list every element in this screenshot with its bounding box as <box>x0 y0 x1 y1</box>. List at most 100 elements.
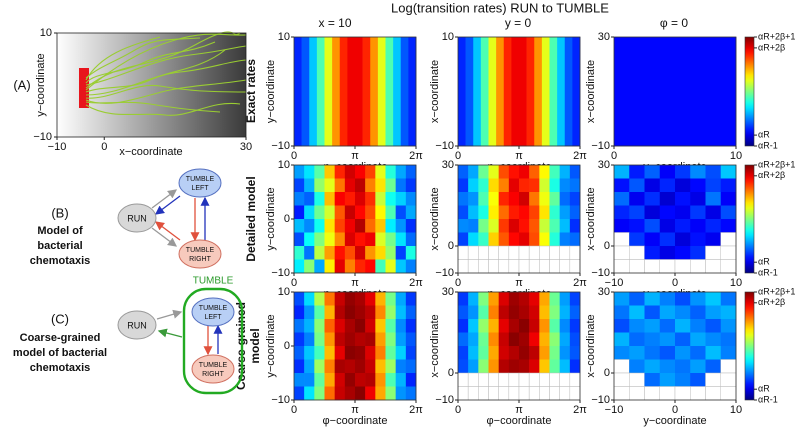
heat-cell <box>529 346 540 360</box>
caption: chemotaxis <box>30 362 91 374</box>
x-tick-label: 10 <box>730 277 742 289</box>
heat-cell <box>365 386 376 401</box>
heat-cell <box>334 178 346 193</box>
heat-cell <box>569 232 581 247</box>
y-tick-label: −10 <box>591 394 610 406</box>
heat-cell <box>395 373 407 387</box>
empty-cell <box>478 259 489 274</box>
heat-cell <box>334 232 346 247</box>
empty-cell <box>644 386 660 401</box>
heat-cell <box>294 292 305 306</box>
heat-cell <box>720 346 737 360</box>
heat-cell <box>395 192 407 206</box>
empty-cell <box>720 386 737 401</box>
heat-cell <box>557 37 566 147</box>
heat-cell <box>549 232 560 247</box>
heat-cell <box>720 292 737 306</box>
heat-cell <box>334 305 346 320</box>
heat-cell <box>720 192 737 206</box>
heat-cell <box>304 332 315 347</box>
heat-cell <box>720 178 737 193</box>
heat-cell <box>496 37 505 147</box>
heat-cell <box>498 178 510 193</box>
heat-cell <box>385 292 396 306</box>
heat-cell <box>314 292 325 306</box>
heat-cell <box>355 192 366 206</box>
node-run <box>117 203 157 233</box>
y-axis-label: x−coordinate <box>429 60 441 123</box>
heat-cell <box>355 259 366 274</box>
heat-cell <box>385 205 396 220</box>
heat-cell <box>355 165 366 179</box>
heat-cell <box>314 205 325 220</box>
heat-cell <box>385 332 396 347</box>
heat-cell <box>355 219 366 233</box>
heat-cell <box>344 192 356 206</box>
arrow <box>154 221 181 241</box>
heat-cell <box>304 292 315 306</box>
heat-cell <box>324 319 335 333</box>
empty-cell <box>478 386 489 401</box>
empty-cell <box>613 372 630 387</box>
heat-cell <box>539 205 550 220</box>
heat-cell <box>675 346 691 360</box>
heat-cell <box>458 37 466 147</box>
heat-cell <box>659 165 676 179</box>
empty-cell <box>613 386 630 401</box>
heat-cell <box>314 232 325 247</box>
heat-cell <box>498 359 510 374</box>
panel-b: (B) Model of bacterial chemotaxis RUN TU… <box>30 168 222 269</box>
heat-cell <box>294 165 305 179</box>
empty-cell <box>518 259 530 274</box>
heat-cell <box>659 178 676 193</box>
node-tumble-right <box>191 354 235 384</box>
heat-cell <box>294 178 305 193</box>
heat-cell <box>675 219 691 233</box>
heat-cell <box>539 192 550 206</box>
heat-cell <box>690 305 706 320</box>
heat-cell <box>569 192 581 206</box>
heat-cell <box>529 192 540 206</box>
heat-cell <box>690 205 706 220</box>
heat-cell <box>629 178 645 193</box>
heat-cell <box>468 192 479 206</box>
x-tick-label: 0 <box>672 404 678 416</box>
heat-cell <box>405 373 417 387</box>
heat-cell <box>344 205 356 220</box>
y-tick-label: 10 <box>40 27 52 39</box>
x-tick-label: 2π <box>409 277 423 289</box>
heat-cell <box>365 246 376 260</box>
heat-cell <box>294 192 305 206</box>
heat-cell <box>480 37 489 147</box>
heat-cell <box>324 232 335 247</box>
plot-frame <box>613 36 737 147</box>
heat-cell <box>629 346 645 360</box>
heat-cell <box>519 346 530 360</box>
node-label: RUN <box>127 320 147 330</box>
heat-cell <box>549 346 560 360</box>
heat-cell <box>539 305 550 320</box>
empty-cell <box>488 245 499 260</box>
empty-cell <box>629 245 645 260</box>
heat-cell <box>355 386 366 401</box>
heat-cell <box>405 246 417 260</box>
heat-cell <box>385 305 396 320</box>
heat-cell <box>385 178 396 193</box>
heat-cell <box>355 305 366 320</box>
x-tick-label: 10 <box>730 150 742 162</box>
heat-cell <box>549 192 560 206</box>
heat-cell <box>614 192 630 206</box>
heat-cell <box>529 292 540 306</box>
heat-cell <box>478 319 489 333</box>
heat-cell <box>488 232 499 247</box>
heat-cell <box>478 332 489 347</box>
heat-cell <box>690 232 706 247</box>
heat-cell <box>539 219 550 233</box>
empty-cell <box>478 372 489 387</box>
empty-cell <box>659 259 676 274</box>
x-axis-label: φ−coordinate <box>323 415 388 427</box>
heat-cell <box>408 37 417 147</box>
heat-cell <box>458 219 469 233</box>
row-label: model <box>248 328 262 363</box>
